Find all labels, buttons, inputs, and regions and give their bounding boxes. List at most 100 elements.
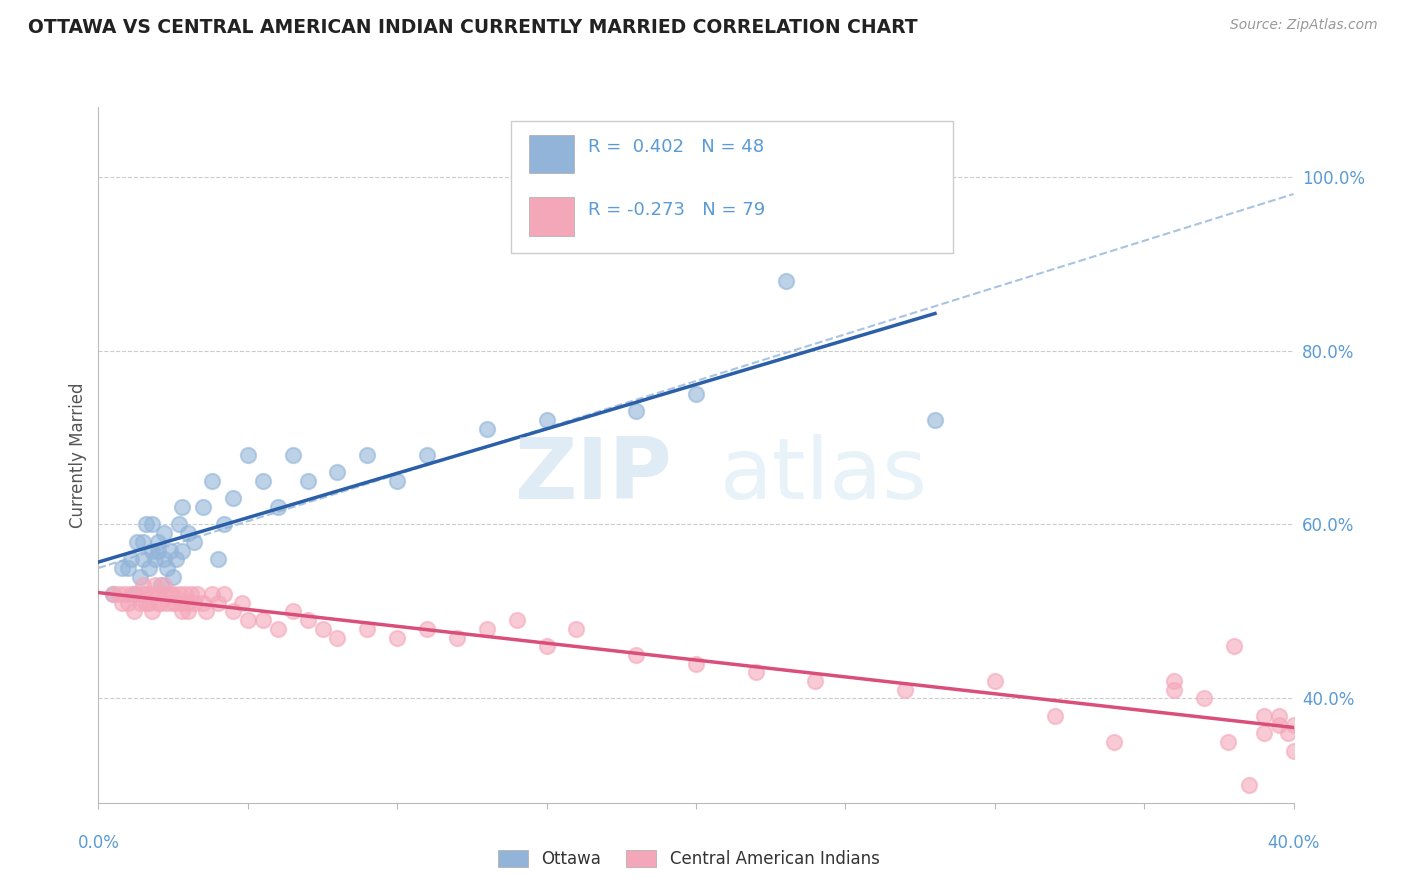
Point xyxy=(159,587,181,601)
Point xyxy=(141,605,163,619)
Point xyxy=(172,605,194,619)
Point xyxy=(150,578,173,592)
Point xyxy=(141,587,163,601)
Point xyxy=(1216,735,1239,749)
Point xyxy=(138,561,160,575)
Point xyxy=(135,596,157,610)
Point xyxy=(162,596,184,610)
Point xyxy=(252,474,274,488)
Point xyxy=(159,543,181,558)
Point xyxy=(165,596,187,610)
Point xyxy=(356,448,378,462)
Point xyxy=(129,570,152,584)
Point xyxy=(745,665,768,680)
Point xyxy=(1267,717,1289,731)
Point xyxy=(416,448,439,462)
Point xyxy=(1282,717,1305,731)
Point xyxy=(143,578,166,592)
Point xyxy=(138,596,160,610)
Point xyxy=(1192,691,1215,706)
Text: 40.0%: 40.0% xyxy=(1267,834,1320,852)
Point xyxy=(626,648,648,662)
Point xyxy=(165,552,187,566)
Point xyxy=(177,596,200,610)
Point xyxy=(1223,639,1246,653)
Point xyxy=(117,561,139,575)
Point xyxy=(186,587,208,601)
Point xyxy=(124,605,146,619)
Point xyxy=(1043,708,1066,723)
Legend: Ottawa, Central American Indians: Ottawa, Central American Indians xyxy=(492,843,886,875)
Point xyxy=(111,561,134,575)
Point xyxy=(894,682,917,697)
Point xyxy=(231,596,253,610)
Point xyxy=(207,552,229,566)
Point xyxy=(103,587,125,601)
Point xyxy=(1253,726,1275,740)
Point xyxy=(685,387,707,401)
Point xyxy=(129,596,152,610)
Point xyxy=(1282,744,1305,758)
Text: 0.0%: 0.0% xyxy=(77,834,120,852)
Point xyxy=(1253,708,1275,723)
Point xyxy=(326,631,349,645)
FancyBboxPatch shape xyxy=(529,197,574,235)
Point xyxy=(475,622,498,636)
Point xyxy=(536,639,558,653)
Point xyxy=(201,587,224,601)
Point xyxy=(156,596,179,610)
Point xyxy=(127,587,149,601)
Point xyxy=(127,535,149,549)
Point xyxy=(180,587,202,601)
Point xyxy=(172,500,194,514)
Point xyxy=(1163,682,1185,697)
Point xyxy=(252,613,274,627)
Point xyxy=(626,404,648,418)
Point xyxy=(143,552,166,566)
Point xyxy=(267,500,290,514)
Point xyxy=(172,596,194,610)
Point xyxy=(191,500,214,514)
Point xyxy=(111,596,134,610)
Point xyxy=(236,613,259,627)
Point xyxy=(984,674,1007,689)
Point xyxy=(148,587,170,601)
Point xyxy=(191,596,214,610)
Point xyxy=(385,474,409,488)
Text: atlas: atlas xyxy=(720,434,928,517)
Point xyxy=(212,587,235,601)
Point xyxy=(685,657,707,671)
Point xyxy=(183,596,205,610)
Point xyxy=(356,622,378,636)
Point xyxy=(207,596,229,610)
Point xyxy=(804,674,827,689)
Point xyxy=(167,587,190,601)
Point xyxy=(267,622,290,636)
Point xyxy=(506,613,529,627)
Point xyxy=(135,587,157,601)
Point xyxy=(141,543,163,558)
Point xyxy=(236,448,259,462)
Y-axis label: Currently Married: Currently Married xyxy=(69,382,87,528)
Point xyxy=(153,587,176,601)
Point xyxy=(1277,726,1299,740)
Point xyxy=(167,517,190,532)
FancyBboxPatch shape xyxy=(529,135,574,173)
Point xyxy=(177,526,200,541)
Point xyxy=(212,517,235,532)
Point xyxy=(775,274,797,288)
Point xyxy=(120,587,142,601)
Point xyxy=(297,613,319,627)
Point xyxy=(117,596,139,610)
Point xyxy=(385,631,409,645)
Point xyxy=(162,570,184,584)
Point xyxy=(108,587,131,601)
Point xyxy=(565,622,588,636)
Text: ZIP: ZIP xyxy=(515,434,672,517)
Text: R = -0.273   N = 79: R = -0.273 N = 79 xyxy=(588,201,766,219)
Text: Source: ZipAtlas.com: Source: ZipAtlas.com xyxy=(1230,18,1378,32)
Point xyxy=(150,596,173,610)
Point xyxy=(141,517,163,532)
Point xyxy=(148,543,170,558)
Point xyxy=(172,543,194,558)
